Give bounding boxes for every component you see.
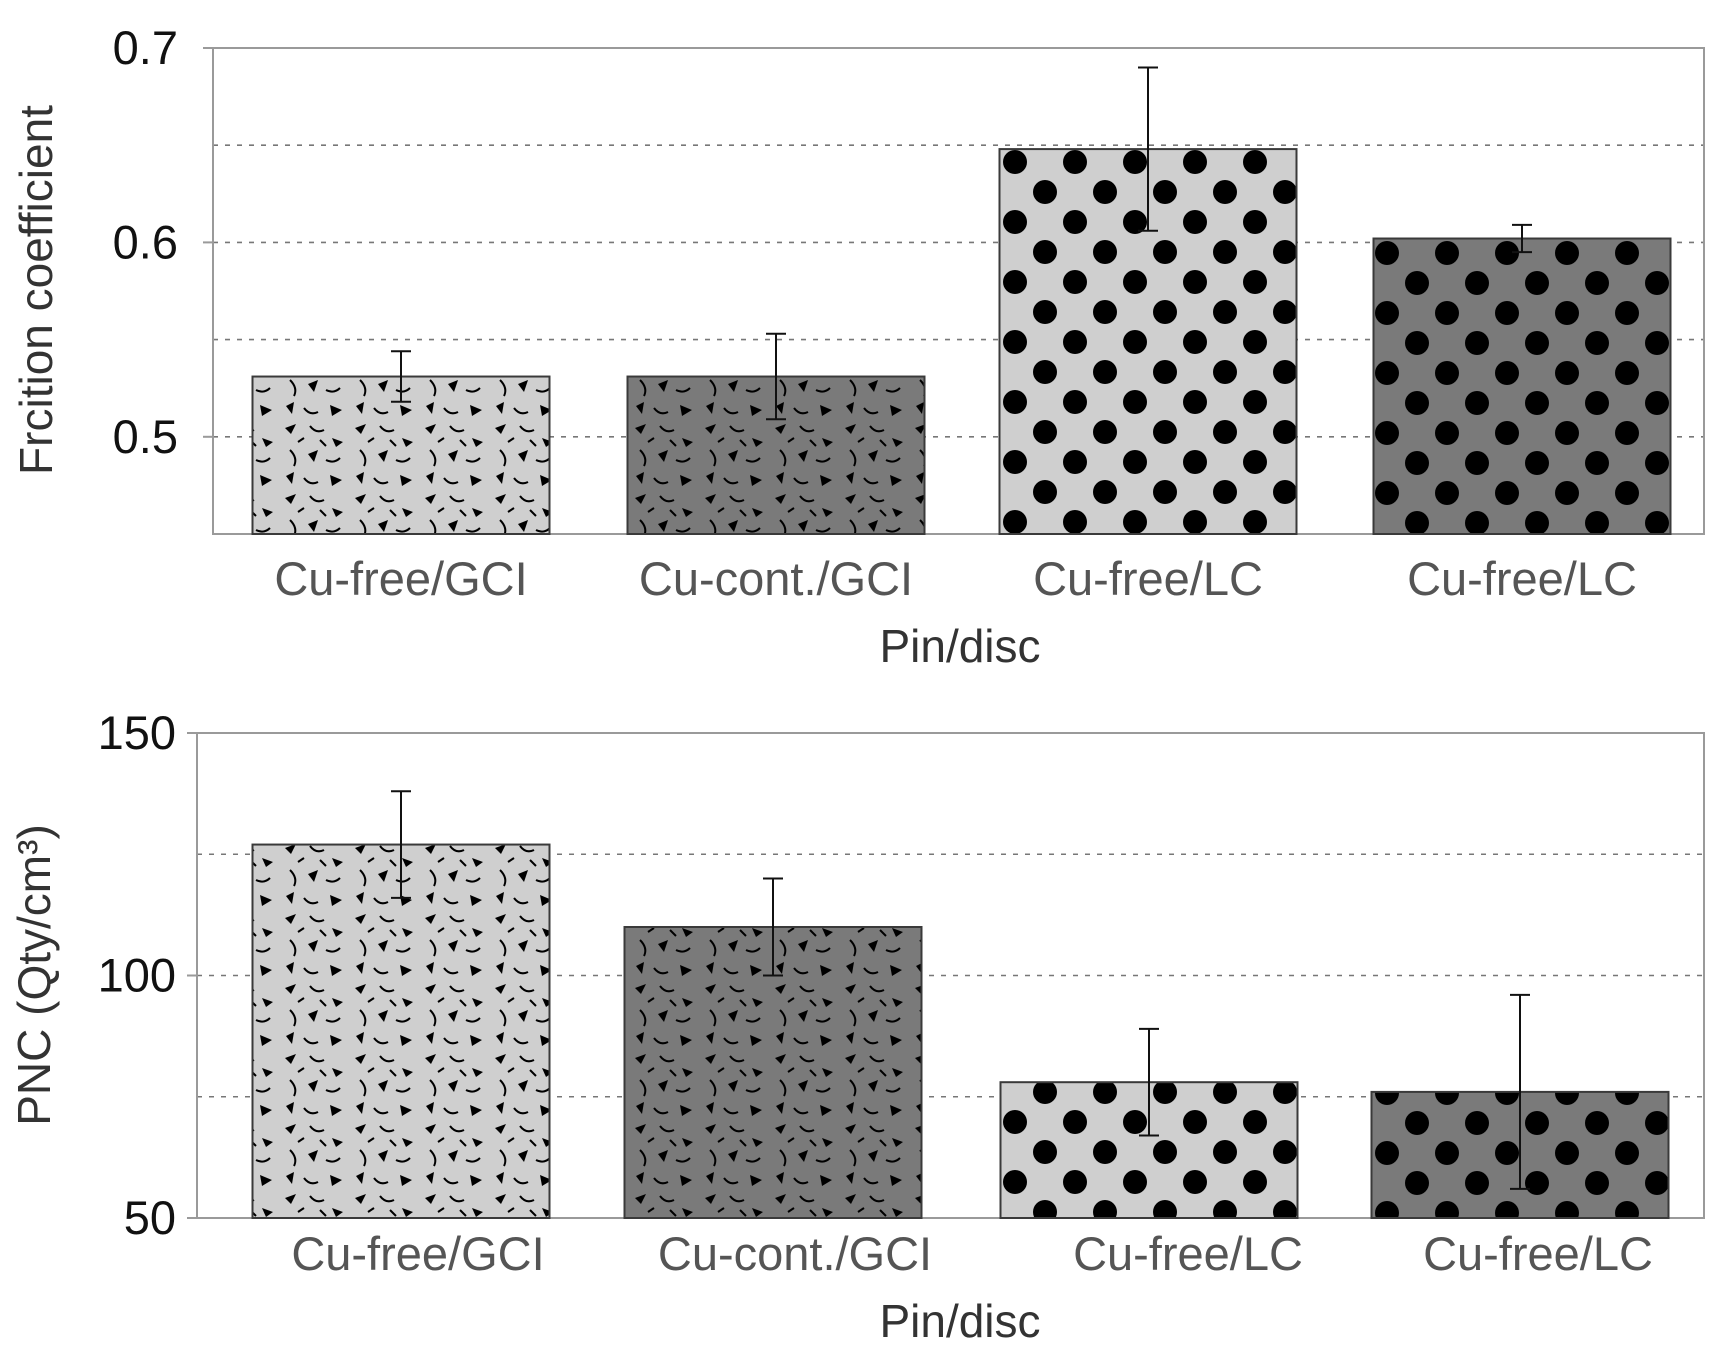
category-label: Cu-free/LC <box>1407 552 1637 605</box>
y-axis-title: Frcition coefficient <box>10 105 62 475</box>
y-axis-title: PNC (Qty/cm³) <box>8 824 60 1126</box>
chart-panel-2: 50 100 150 Cu-free/GCI Cu-cont./GCI Cu-free/L… <box>8 706 1705 1347</box>
category-label: Cu-free/LC <box>1423 1227 1653 1280</box>
chart-panel-1: 0.5 0.6 0.7 Cu-free/GCI Cu-cont./GCI Cu-free/… <box>10 21 1705 672</box>
y-tick-label: 100 <box>98 949 176 1002</box>
y-tick-label: 0.7 <box>113 21 178 74</box>
category-label: Cu-cont./GCI <box>639 552 913 605</box>
category-label: Cu-cont./GCI <box>658 1227 932 1280</box>
category-label: Cu-free/GCI <box>291 1227 544 1280</box>
y-tick-label: 0.5 <box>113 410 178 463</box>
category-label: Cu-free/GCI <box>274 552 527 605</box>
x-axis-title: Pin/disc <box>879 620 1040 672</box>
y-tick-label: 50 <box>124 1191 176 1244</box>
bar-1 <box>251 843 551 1219</box>
category-label: Cu-free/LC <box>1073 1227 1303 1280</box>
y-tick-label: 150 <box>98 706 176 759</box>
plot-frame <box>212 47 1705 535</box>
x-axis-title: Pin/disc <box>879 1295 1040 1347</box>
category-label: Cu-free/LC <box>1033 552 1263 605</box>
bar-4 <box>1372 237 1672 535</box>
y-tick-label: 0.6 <box>113 215 178 268</box>
